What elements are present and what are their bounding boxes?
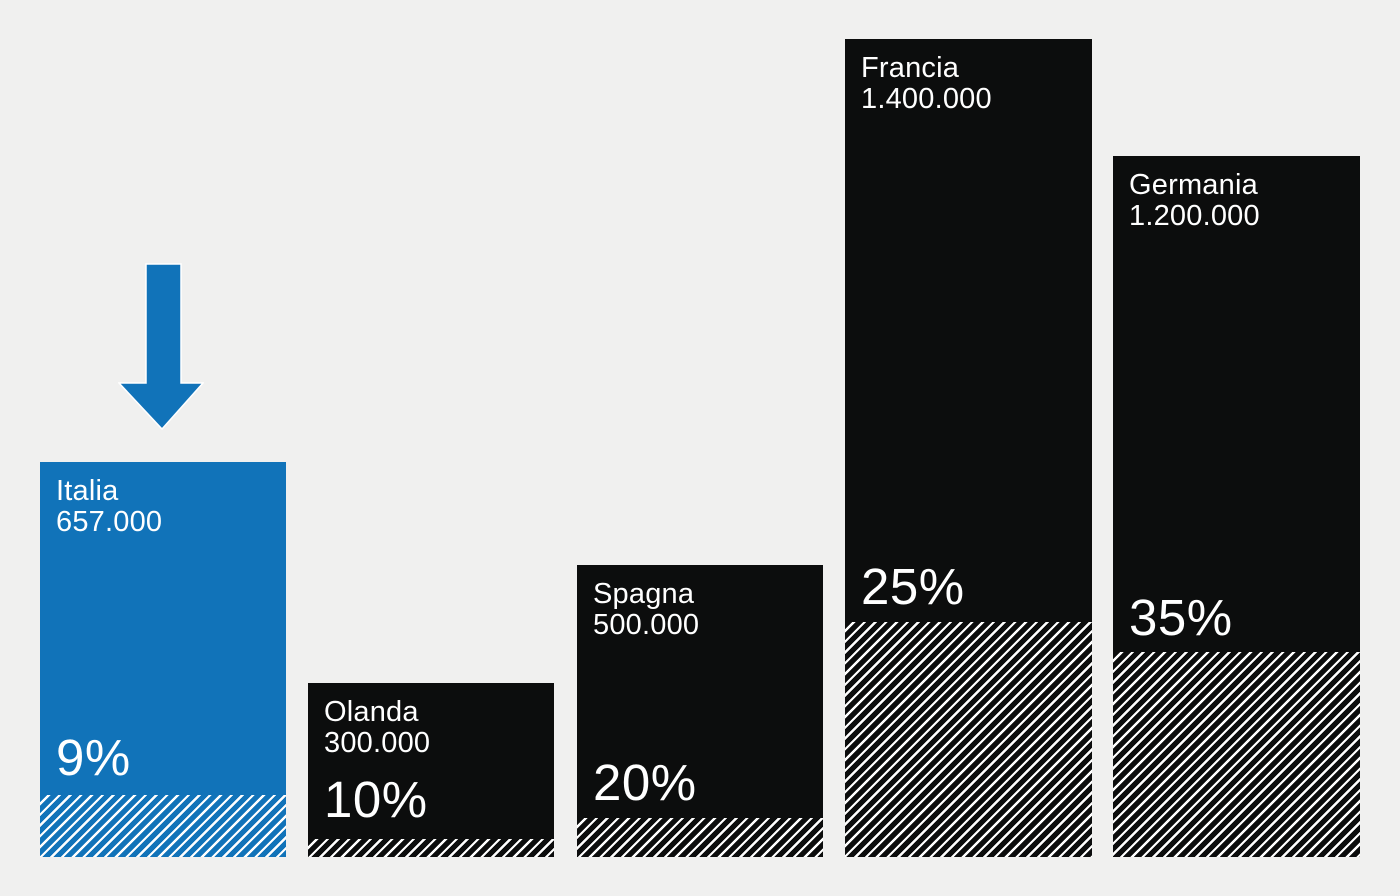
bar-label: Francia 1.400.000 (861, 53, 992, 115)
percent-label: 10% (324, 771, 428, 828)
down-arrow-icon (117, 263, 205, 431)
country-label: Francia (861, 52, 960, 84)
bar-germania: Germania 1.200.000 35% (1113, 156, 1360, 857)
country-label: Germania (1129, 169, 1258, 201)
bar-label: Italia 657.000 (56, 476, 162, 538)
bar-label: Spagna 500.000 (593, 579, 699, 641)
country-label: Spagna (593, 578, 695, 610)
percent-label: 35% (1129, 589, 1233, 646)
percent-label: 25% (861, 558, 965, 615)
country-label: Olanda (324, 696, 419, 728)
bar-francia: Francia 1.400.000 25% (845, 39, 1092, 857)
bar-italia: Italia 657.000 9% (40, 462, 286, 857)
bar-olanda: Olanda 300.000 10% (308, 683, 554, 857)
value-label: 300.000 (324, 727, 431, 759)
hatch-pattern (845, 622, 1092, 857)
percent-label: 9% (56, 729, 131, 786)
value-label: 1.200.000 (1129, 200, 1260, 232)
percent-label: 20% (593, 754, 697, 811)
value-label: 1.400.000 (861, 83, 992, 115)
value-label: 500.000 (593, 609, 700, 641)
bar-label: Olanda 300.000 (324, 697, 430, 759)
hatch-pattern (1113, 652, 1360, 857)
hatch-pattern (40, 795, 286, 857)
hatch-pattern (308, 839, 554, 857)
bar-spagna: Spagna 500.000 20% (577, 565, 823, 857)
value-label: 657.000 (56, 506, 163, 538)
country-label: Italia (56, 475, 119, 507)
bar-label: Germania 1.200.000 (1129, 170, 1260, 232)
hatch-pattern (577, 818, 823, 857)
